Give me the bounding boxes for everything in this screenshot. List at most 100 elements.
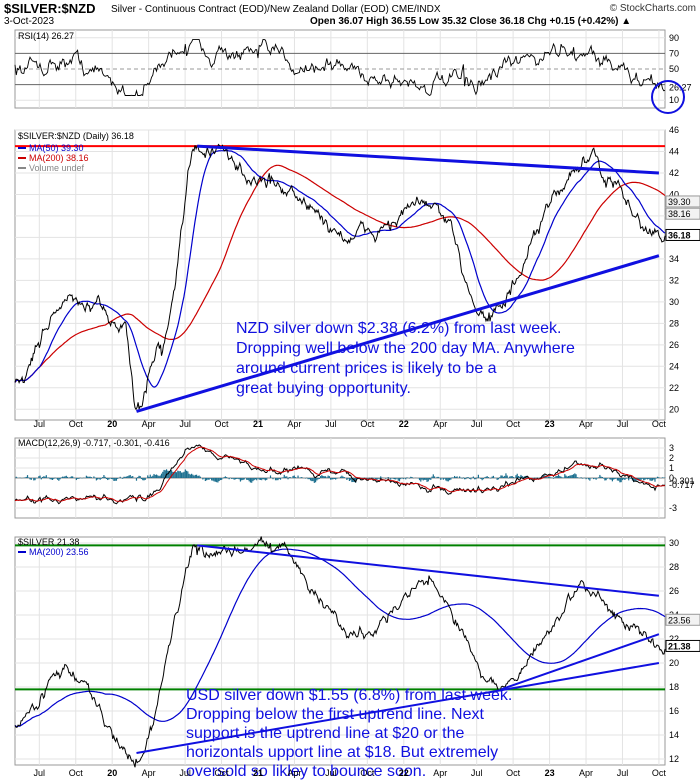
x-tick-label: Oct <box>506 768 521 778</box>
usd-frame <box>14 536 666 766</box>
x-tick-label: Apr <box>142 419 156 429</box>
x-tick-label: Oct <box>506 419 521 429</box>
y-tick-label: 0 <box>669 473 674 483</box>
y-tick-label: 1 <box>669 463 674 473</box>
last-value-label: 36.18 <box>668 230 691 240</box>
chart-symbol-title: $SILVER:$NZD <box>4 1 96 16</box>
last-value-label: 23.56 <box>668 615 691 625</box>
usd-annotation: USD silver down $1.55 (6.8%) from last w… <box>186 687 512 780</box>
y-tick-label: 12 <box>669 754 679 764</box>
oversold-circle <box>651 80 685 114</box>
x-tick-label: 23 <box>545 419 555 429</box>
y-tick-label: 90 <box>669 33 679 43</box>
price-line <box>14 536 666 768</box>
y-tick-label: 22 <box>669 383 679 393</box>
x-tick-label: Oct <box>69 768 84 778</box>
panel-legend: RSI(14) 26.27 <box>18 31 74 41</box>
x-tick-label: Jul <box>617 768 629 778</box>
trendline <box>197 144 660 175</box>
trendline <box>500 633 660 691</box>
x-tick-label: Apr <box>433 768 447 778</box>
last-value-box <box>665 207 700 220</box>
x-tick-label: 20 <box>107 419 117 429</box>
y-tick-label: 40 <box>669 189 679 199</box>
trendline <box>197 544 660 597</box>
x-tick-label: Jul <box>471 768 483 778</box>
nzd-annotation: NZD silver down $2.38 (6.2%) from last w… <box>236 320 575 397</box>
x-tick-label: Oct <box>215 419 230 429</box>
y-tick-label: -0.301 <box>669 476 695 486</box>
legend-entry: MA(50) 39.30 <box>29 143 84 153</box>
x-tick-label: Jul <box>179 419 191 429</box>
y-tick-label: 14 <box>669 730 679 740</box>
x-tick-label: Oct <box>652 768 667 778</box>
x-tick-label: Oct <box>360 419 375 429</box>
legend-entry: Volume undef <box>29 163 85 173</box>
x-tick-label: Apr <box>579 419 593 429</box>
x-tick-label: Apr <box>287 419 301 429</box>
y-tick-label: 50 <box>669 64 679 74</box>
x-tick-label: Jul <box>34 419 46 429</box>
last-value-label: 38.16 <box>668 209 691 219</box>
nzd-frame <box>14 129 666 421</box>
x-tick-label: Jul <box>325 768 337 778</box>
legend-entry: MA(200) 23.56 <box>29 547 89 557</box>
y-tick-label: 10 <box>669 95 679 105</box>
ma200-line <box>14 548 666 728</box>
y-tick-label: 70 <box>669 48 679 58</box>
y-tick-label: 2 <box>669 453 674 463</box>
y-tick-label: 30 <box>669 538 679 548</box>
y-tick-label: 24 <box>669 361 679 371</box>
usd-panel: 30282624222018161412$SILVER 21.38MA(200)… <box>14 536 700 780</box>
x-tick-label: 20 <box>107 768 117 778</box>
y-tick-label: 3 <box>669 443 674 453</box>
chart-subtitle: Silver - Continuous Contract (EOD)/New Z… <box>111 4 441 15</box>
x-tick-label: Oct <box>69 419 84 429</box>
y-tick-label: 28 <box>669 318 679 328</box>
y-tick-label: 20 <box>669 404 679 414</box>
stockcharts-brand: © StockCharts.com <box>609 3 696 14</box>
x-tick-label: 21 <box>253 768 263 778</box>
panel-legend: $SILVER 21.38 <box>18 537 79 547</box>
y-tick-label: 32 <box>669 275 679 285</box>
y-tick-label: 16 <box>669 706 679 716</box>
ma50-line <box>14 149 666 388</box>
ma200-line <box>14 164 666 383</box>
last-value-box <box>665 613 700 626</box>
y-tick-label: 46 <box>669 125 679 135</box>
x-tick-label: 22 <box>399 768 409 778</box>
last-value-box <box>665 639 700 652</box>
trendline <box>136 662 660 754</box>
x-tick-label: Apr <box>579 768 593 778</box>
x-tick-label: Jul <box>471 419 483 429</box>
panel-legend: $SILVER:$NZD (Daily) 36.18 <box>18 131 134 141</box>
y-tick-label: -0.717 <box>669 480 695 490</box>
x-tick-label: Jul <box>34 768 46 778</box>
price-line <box>14 143 666 411</box>
y-tick-label: 30 <box>669 297 679 307</box>
rsi-line <box>14 38 666 97</box>
y-tick-label: -3 <box>669 503 677 513</box>
y-tick-label: 26 <box>669 586 679 596</box>
x-tick-label: Jul <box>325 419 337 429</box>
trendline <box>136 254 660 413</box>
nzd-panel: 4644424038363432302826242220$SILVER:$NZD… <box>14 125 700 421</box>
x-tick-label: Oct <box>652 419 667 429</box>
x-tick-label: Oct <box>215 768 230 778</box>
last-value-box <box>665 228 700 241</box>
x-tick-label: Jul <box>179 768 191 778</box>
y-tick-label: 22 <box>669 634 679 644</box>
x-tick-label: Apr <box>142 768 156 778</box>
chart-date: 3-Oct-2023 <box>4 16 55 27</box>
x-tick-label: 21 <box>253 419 263 429</box>
x-tick-label: Oct <box>360 768 375 778</box>
x-tick-label: Apr <box>433 419 447 429</box>
y-tick-label: 44 <box>669 146 679 156</box>
ohlc-summary: Open 36.07 High 36.55 Low 35.32 Close 36… <box>310 16 632 27</box>
panel-legend: MACD(12,26,9) -0.717, -0.301, -0.416 <box>18 438 170 448</box>
signal-line <box>14 446 666 502</box>
